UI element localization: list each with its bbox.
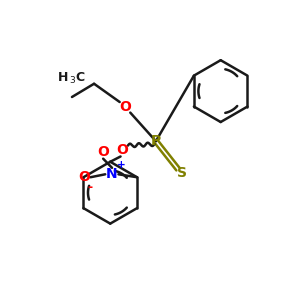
Text: C: C [75,71,85,84]
Text: -: - [87,181,92,194]
Text: O: O [119,100,131,114]
Text: S: S [177,166,188,180]
Text: N: N [106,167,118,181]
Text: P: P [151,134,161,148]
Text: O: O [78,170,90,184]
Text: 3: 3 [69,76,75,85]
Text: H: H [58,71,68,84]
Text: O: O [97,145,109,159]
Text: O: O [116,143,128,157]
Text: +: + [117,160,126,170]
